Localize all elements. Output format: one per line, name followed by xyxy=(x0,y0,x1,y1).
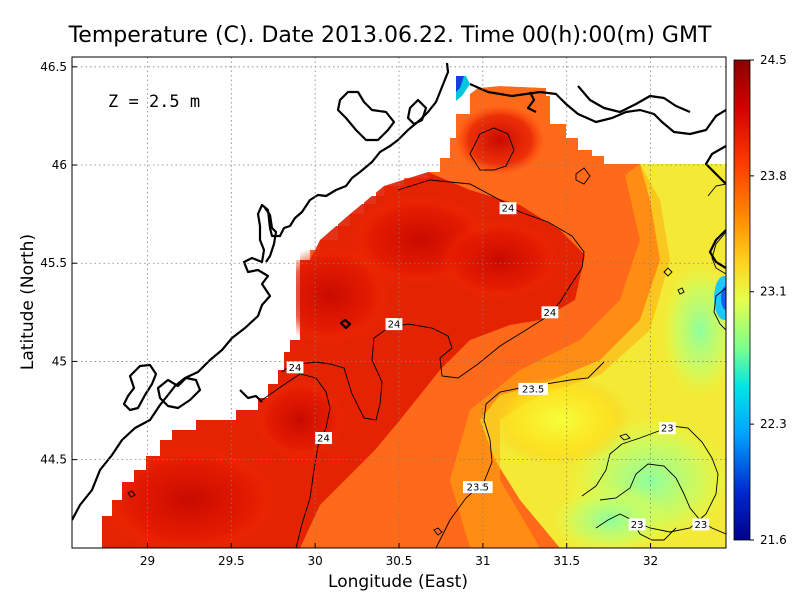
plot-area: 24 24 24 24 24 23.5 23.5 23 23 23 Z = 2.5 m xyxy=(72,57,726,548)
colorbar-ticks: 24.5 23.8 23.1 22.3 21.6 xyxy=(750,53,787,547)
crimea-coastline xyxy=(577,85,691,114)
contour-24-north-loop xyxy=(469,127,515,171)
contour-label: 23 xyxy=(692,518,710,531)
hot-spot xyxy=(270,245,390,345)
island xyxy=(339,318,352,330)
contour-small-loop xyxy=(433,527,443,536)
contour-small-loop xyxy=(575,167,591,185)
contour-label-text: 23 xyxy=(661,424,674,435)
cool-patch xyxy=(660,260,726,400)
cool-patch xyxy=(550,485,670,548)
contour-label: 24 xyxy=(315,432,332,445)
contour-labels: 24 24 24 24 24 23.5 23.5 23 23 23 xyxy=(286,202,710,531)
yellow-patch xyxy=(490,375,630,465)
contour-small-loop xyxy=(619,433,631,441)
contour-label-box xyxy=(518,382,548,395)
contour-label-box xyxy=(541,306,559,319)
x-tick-label: 30.5 xyxy=(386,554,413,568)
northern-coastline xyxy=(469,82,726,136)
coast-estuary xyxy=(526,91,537,113)
contour-label-text: 24 xyxy=(317,434,330,445)
contour-label-text: 24 xyxy=(544,308,557,319)
x-tick-label: 30 xyxy=(308,554,323,568)
depth-label: Z = 2.5 m xyxy=(108,92,200,112)
x-axis-label: Longitude (East) xyxy=(328,572,468,592)
contour-small-loop xyxy=(127,490,136,498)
colorbar-tick-label: 23.1 xyxy=(760,285,787,299)
y-tick-label: 46.5 xyxy=(40,60,67,74)
contour-label-box xyxy=(499,202,517,215)
colorbar-tick-label: 22.3 xyxy=(760,417,787,431)
contour-label-box xyxy=(315,432,332,445)
northern-land xyxy=(478,57,726,164)
x-tick-label: 32 xyxy=(643,554,658,568)
y-axis-label: Latitude (North) xyxy=(18,234,38,370)
colorbar-tick-label: 23.8 xyxy=(760,169,787,183)
figure-title: Temperature (C). Date 2013.06.22. Time 0… xyxy=(68,23,712,48)
contour-label-box xyxy=(385,318,403,331)
danube-delta-inner xyxy=(264,207,278,263)
x-tick-label: 29 xyxy=(140,554,155,568)
hot-spot xyxy=(255,380,345,460)
colorbar-gradient xyxy=(733,59,751,541)
crimea-coast-south xyxy=(704,145,726,185)
orange-transition xyxy=(450,164,670,548)
y-tick-label: 45 xyxy=(52,354,67,368)
contour-label-box xyxy=(628,518,646,531)
contour-label-text: 23.5 xyxy=(467,483,489,494)
hot-spot xyxy=(440,220,560,300)
contour-label-text: 23 xyxy=(631,520,644,531)
contour-label-text: 23 xyxy=(694,520,707,531)
contour-label: 24 xyxy=(385,318,403,331)
colorbar: 24.5 23.8 23.1 22.3 21.6 xyxy=(733,53,787,547)
contour-label-box xyxy=(658,422,676,435)
eastern-coast-north xyxy=(708,229,726,269)
contour-label: 23.5 xyxy=(518,382,548,395)
contour-label-box xyxy=(692,518,710,531)
cold-spot xyxy=(714,276,726,320)
western-coastline xyxy=(72,62,450,521)
contour-label: 24 xyxy=(499,202,517,215)
contour-label: 23 xyxy=(658,422,676,435)
contour-label-text: 23.5 xyxy=(522,384,544,395)
y-tick-label: 46 xyxy=(52,158,67,172)
coastlines xyxy=(72,62,726,521)
contour-label: 24 xyxy=(286,361,304,374)
contour-24-main xyxy=(281,179,585,421)
contour-label: 23.5 xyxy=(463,481,493,494)
lagoon-inner xyxy=(156,376,202,410)
x-tick-label: 31 xyxy=(475,554,490,568)
danube-arm xyxy=(239,389,263,403)
x-axis-ticks: 29 29.5 30 30.5 31 31.5 32 xyxy=(140,543,658,568)
y-tick-label: 45.5 xyxy=(40,256,67,270)
razim-lagoon xyxy=(122,363,158,412)
contour-label-text: 24 xyxy=(289,363,302,374)
x-tick-label: 29.5 xyxy=(218,554,245,568)
contour-23-east-loop xyxy=(707,183,726,275)
contour-small-loop xyxy=(663,267,673,277)
contour-label: 23 xyxy=(628,518,646,531)
x-tick-label: 31.5 xyxy=(553,554,580,568)
cold-spot xyxy=(721,286,726,310)
contour-label-text: 24 xyxy=(502,204,515,215)
colorbar-tick-label: 21.6 xyxy=(760,533,787,547)
contour-label: 24 xyxy=(541,306,559,319)
contour-23-east xyxy=(581,425,719,533)
north-lagoon xyxy=(336,90,396,142)
contour-label-box xyxy=(286,361,304,374)
nistru-estuary xyxy=(406,98,428,126)
contour-24-southwest xyxy=(261,373,331,548)
hot-spot xyxy=(100,445,280,548)
y-tick-label: 44.5 xyxy=(40,453,67,467)
contour-label-box xyxy=(463,481,493,494)
contour-small-loop xyxy=(677,287,685,295)
y-axis-ticks: 44.5 45 45.5 46 46.5 xyxy=(40,60,77,467)
colorbar-tick-label: 24.5 xyxy=(760,53,787,67)
grid-lines xyxy=(72,57,726,548)
contour-label-text: 24 xyxy=(388,320,401,331)
hot-spot xyxy=(455,105,545,175)
contour-23-east-edge xyxy=(713,287,726,331)
